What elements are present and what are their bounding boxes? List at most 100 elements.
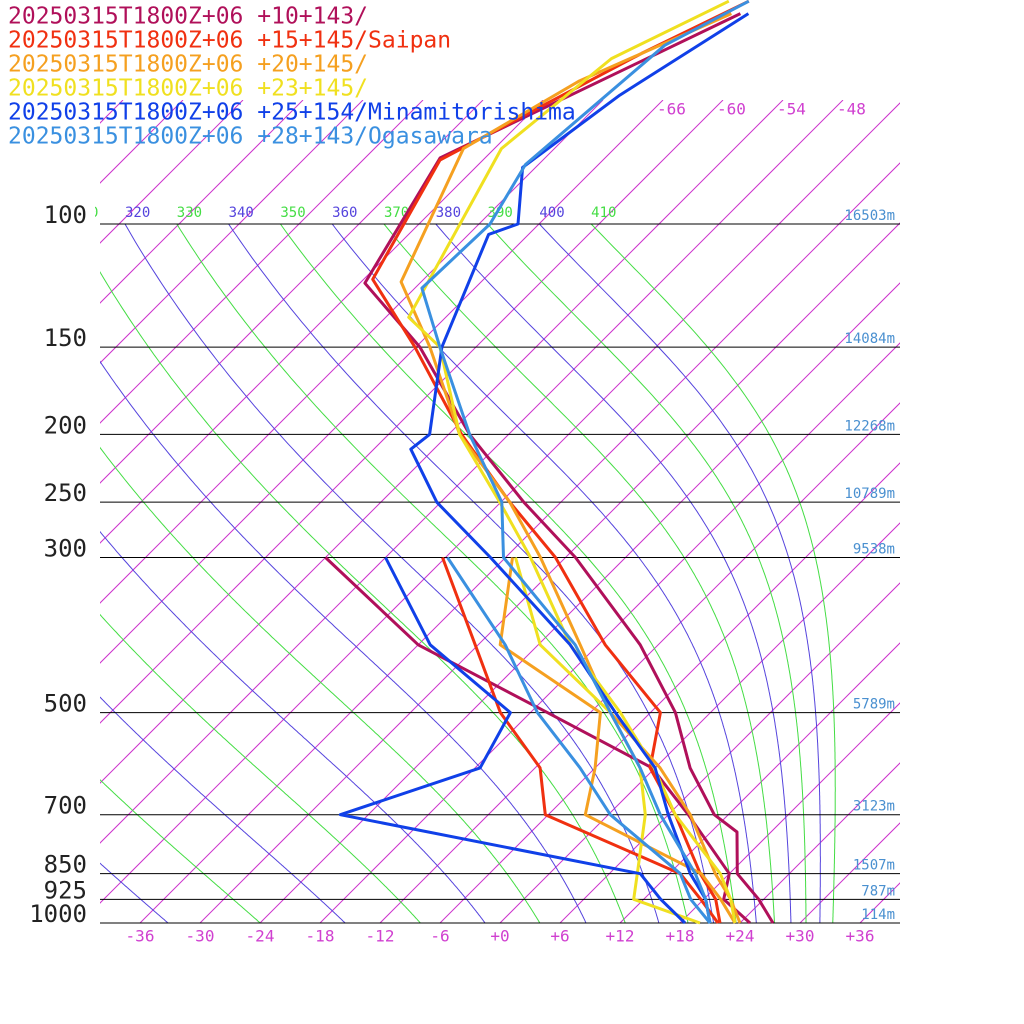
- legend-entry: 20250315T1800Z+06 +28+143/Ogasawara: [8, 124, 493, 150]
- isotherm: [100, 100, 844, 844]
- isotherm: [100, 100, 544, 544]
- x-tick-label: +24: [726, 927, 755, 946]
- isotherm: [799, 822, 900, 923]
- height-label: 114m: [861, 907, 895, 923]
- adiabat: [383, 224, 775, 923]
- pressure-label: 700: [44, 792, 87, 820]
- isotherm: [100, 100, 484, 484]
- isotherm: [100, 100, 784, 784]
- temperature-line: [409, 12, 750, 924]
- isotherm: [100, 100, 664, 664]
- adiabat-label: 350: [280, 205, 305, 221]
- pressure-label: 925: [44, 876, 87, 904]
- legend-entry: 20250315T1800Z+06 +25+154/Minamitorishim…: [8, 100, 576, 126]
- pressure-label: 500: [44, 690, 87, 718]
- isotherm: [379, 402, 900, 923]
- adiabat: [124, 224, 660, 923]
- isotherm: [259, 282, 900, 923]
- adiabat-label: 310: [73, 205, 98, 221]
- isotherm: [499, 522, 900, 923]
- dewpoint-line: [338, 556, 687, 925]
- isotherm: [100, 100, 184, 184]
- isotherm: [100, 100, 424, 424]
- isotherm: [679, 702, 900, 923]
- adiabat-label: 380: [436, 205, 461, 221]
- temperature-line: [407, 0, 737, 924]
- x-tick-label: +12: [606, 927, 635, 946]
- legend-entry: 20250315T1800Z+06 +10+143/: [8, 4, 368, 30]
- isotherm: [199, 222, 900, 923]
- adiabat-label: 330: [177, 205, 202, 221]
- x-tick-label: +36: [846, 927, 875, 946]
- isotherm-label: -54: [777, 100, 806, 119]
- height-label: 9538m: [853, 542, 895, 558]
- legend: 20250315T1800Z+06 +10+143/20250315T1800Z…: [8, 4, 576, 150]
- isotherm: [100, 100, 604, 604]
- x-tick-label: -24: [246, 927, 275, 946]
- x-tick-label: +0: [490, 927, 509, 946]
- isotherm: [100, 100, 364, 364]
- pressure-label: 1000: [29, 900, 87, 928]
- adiabat-label: 360: [332, 205, 357, 221]
- legend-entry: 20250315T1800Z+06 +23+145/: [8, 76, 368, 102]
- adiabat-label: 400: [539, 205, 564, 221]
- adiabat: [539, 224, 821, 923]
- dewpoint-line: [446, 556, 712, 924]
- height-label: 16503m: [844, 208, 895, 224]
- height-label: 5789m: [853, 697, 895, 713]
- x-tick-label: +6: [550, 927, 569, 946]
- pressure-label: 150: [44, 324, 87, 352]
- x-tick-label: -18: [306, 927, 335, 946]
- legend-entry: 20250315T1800Z+06 +15+145/Saipan: [8, 28, 451, 54]
- isotherms: [100, 100, 900, 923]
- isotherm: [619, 642, 900, 923]
- x-tick-label: -30: [186, 927, 215, 946]
- temperature-line: [371, 0, 750, 924]
- isotherm: [739, 762, 900, 923]
- isotherm: [100, 102, 900, 904]
- x-tick-label: -6: [430, 927, 449, 946]
- adiabat: [100, 360, 587, 923]
- dewpoint-line: [324, 556, 752, 925]
- adiabat-label: 320: [125, 205, 150, 221]
- adiabat-label: 340: [229, 205, 254, 221]
- x-tick-label: +18: [666, 927, 695, 946]
- dewpoint-line: [514, 557, 701, 925]
- adiabat-labels: 310 320 330 340 350 360 370 380 390 400 410: [73, 205, 616, 221]
- isotherm: [139, 162, 900, 923]
- height-label: 3123m: [853, 799, 895, 815]
- height-label: 787m: [861, 883, 895, 899]
- x-tick-label: +30: [786, 927, 815, 946]
- profiles: [324, 0, 775, 925]
- dewpoint-line: [441, 556, 720, 924]
- temperature-line: [420, 0, 750, 924]
- isotherm: [100, 100, 724, 724]
- isotherm: [439, 462, 900, 923]
- adiabat: [279, 224, 737, 923]
- pressure-label: 200: [44, 411, 87, 439]
- pressure-label: 300: [44, 535, 87, 563]
- adiabat: [487, 224, 807, 923]
- pressure-label: 850: [44, 851, 87, 879]
- pressure-label: 100: [44, 201, 87, 229]
- height-label: 14084m: [844, 331, 895, 347]
- isotherm-label: -66: [657, 100, 686, 119]
- height-label: 1507m: [853, 858, 895, 874]
- x-tick-label: -12: [366, 927, 395, 946]
- isotherm-label: -48: [837, 100, 866, 119]
- dewpoint-line: [498, 557, 737, 924]
- temperature-line: [363, 12, 775, 924]
- pressure-label: 250: [44, 479, 87, 507]
- legend-entry: 20250315T1800Z+06 +20+145/: [8, 52, 368, 78]
- isotherm: [100, 100, 244, 244]
- height-label: 12268m: [844, 418, 895, 434]
- adiabat: [590, 224, 836, 923]
- isotherm: [559, 582, 900, 923]
- adiabat: [100, 271, 626, 923]
- isotherm-label: -60: [717, 100, 746, 119]
- temperature-line: [399, 12, 742, 924]
- height-label: 10789m: [844, 486, 895, 502]
- isotherm: [319, 342, 900, 923]
- x-tick-label: -36: [126, 927, 155, 946]
